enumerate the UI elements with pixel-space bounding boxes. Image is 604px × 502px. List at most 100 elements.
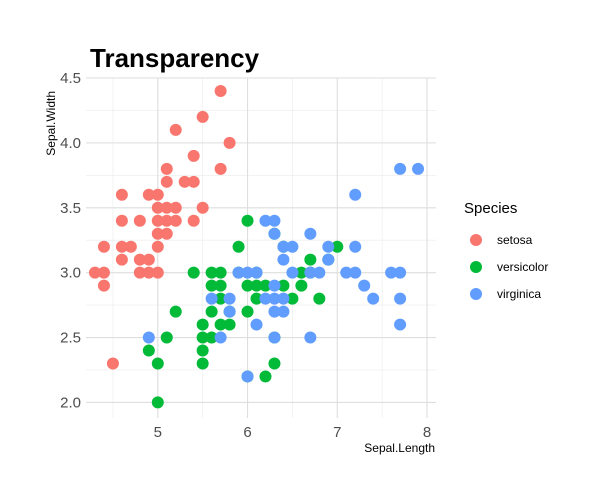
- point-versicolor: [259, 279, 272, 292]
- point-versicolor: [142, 344, 155, 357]
- point-virginica: [268, 227, 281, 240]
- point-versicolor: [160, 331, 173, 344]
- point-virginica: [304, 227, 317, 240]
- point-virginica: [322, 240, 335, 253]
- point-versicolor: [250, 292, 263, 305]
- point-setosa: [115, 240, 128, 253]
- point-versicolor: [241, 214, 254, 227]
- point-setosa: [133, 266, 146, 279]
- point-setosa: [115, 214, 128, 227]
- point-setosa: [214, 162, 227, 175]
- point-versicolor: [313, 292, 326, 305]
- point-virginica: [358, 279, 371, 292]
- point-setosa: [124, 240, 137, 253]
- point-virginica: [286, 240, 299, 253]
- point-setosa: [97, 240, 110, 253]
- point-versicolor: [277, 279, 290, 292]
- point-virginica: [349, 188, 362, 201]
- point-setosa: [196, 110, 209, 123]
- point-setosa: [160, 227, 173, 240]
- point-virginica: [322, 253, 335, 266]
- legend-title: Species: [464, 200, 517, 217]
- point-virginica: [268, 331, 281, 344]
- legend-label-setosa: setosa: [497, 233, 533, 247]
- y-tick-label: 3.0: [60, 265, 81, 282]
- point-setosa: [160, 214, 173, 227]
- legend-key-versicolor: [470, 261, 482, 273]
- point-versicolor: [196, 357, 209, 370]
- point-setosa: [160, 201, 173, 214]
- point-setosa: [151, 214, 164, 227]
- point-versicolor: [214, 318, 227, 331]
- point-setosa: [196, 201, 209, 214]
- point-setosa: [106, 357, 119, 370]
- point-virginica: [277, 253, 290, 266]
- point-versicolor: [169, 305, 182, 318]
- point-versicolor: [214, 292, 227, 305]
- point-virginica: [241, 370, 254, 383]
- point-virginica: [241, 266, 254, 279]
- point-versicolor: [196, 331, 209, 344]
- point-versicolor: [205, 331, 218, 344]
- point-versicolor: [259, 370, 272, 383]
- point-virginica: [304, 331, 317, 344]
- grid: [86, 77, 436, 418]
- point-setosa: [223, 136, 236, 149]
- point-versicolor: [295, 266, 308, 279]
- point-versicolor: [304, 253, 317, 266]
- point-versicolor: [214, 266, 227, 279]
- point-virginica: [394, 318, 407, 331]
- point-setosa: [151, 266, 164, 279]
- point-versicolor: [196, 318, 209, 331]
- point-virginica: [349, 240, 362, 253]
- point-versicolor: [214, 279, 227, 292]
- point-setosa: [178, 175, 191, 188]
- point-setosa: [187, 214, 200, 227]
- point-virginica: [223, 305, 236, 318]
- legend: Species setosa versicolor virginica: [464, 200, 548, 301]
- point-virginica: [250, 318, 263, 331]
- point-setosa: [133, 253, 146, 266]
- point-virginica: [394, 266, 407, 279]
- point-virginica: [412, 162, 425, 175]
- point-setosa: [115, 253, 128, 266]
- point-virginica: [268, 305, 281, 318]
- point-virginica: [214, 331, 227, 344]
- x-tick-label: 7: [333, 424, 341, 441]
- point-virginica: [394, 162, 407, 175]
- point-setosa: [151, 201, 164, 214]
- point-setosa: [133, 214, 146, 227]
- point-virginica: [268, 214, 281, 227]
- point-versicolor: [151, 357, 164, 370]
- point-setosa: [169, 214, 182, 227]
- point-setosa: [187, 175, 200, 188]
- point-setosa: [151, 227, 164, 240]
- point-virginica: [394, 292, 407, 305]
- point-virginica: [349, 266, 362, 279]
- point-setosa: [169, 201, 182, 214]
- point-versicolor: [187, 266, 200, 279]
- point-setosa: [142, 266, 155, 279]
- point-virginica: [340, 266, 353, 279]
- point-virginica: [277, 305, 290, 318]
- point-virginica: [277, 292, 290, 305]
- y-tick-label: 2.0: [60, 394, 81, 411]
- point-setosa: [160, 175, 173, 188]
- point-virginica: [313, 266, 326, 279]
- point-setosa: [88, 266, 101, 279]
- legend-label-virginica: virginica: [497, 287, 541, 301]
- point-versicolor: [196, 344, 209, 357]
- point-versicolor: [205, 305, 218, 318]
- point-setosa: [214, 84, 227, 97]
- point-versicolor: [331, 240, 344, 253]
- y-axis-title: Sepal.Width: [44, 91, 58, 156]
- legend-key-setosa: [470, 234, 482, 246]
- point-virginica: [259, 214, 272, 227]
- x-axis-ticks: 5 6 7 8: [154, 424, 432, 441]
- point-setosa: [187, 149, 200, 162]
- point-versicolor: [250, 279, 263, 292]
- x-tick-label: 8: [423, 424, 431, 441]
- point-virginica: [385, 266, 398, 279]
- point-versicolor: [268, 357, 281, 370]
